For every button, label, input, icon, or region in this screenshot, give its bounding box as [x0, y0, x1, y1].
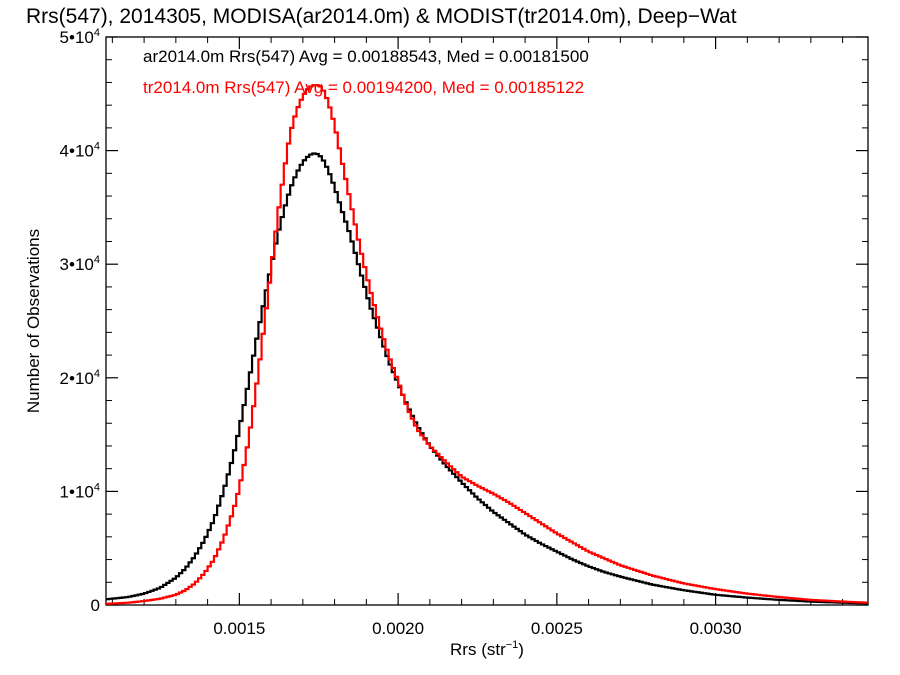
y-tick-label-base-3: 3•10 — [60, 255, 94, 274]
series-line-tr2014.0m — [106, 84, 868, 605]
y-tick-label-exp-5: 4 — [94, 27, 100, 39]
y-tick-label-4: 4•104 — [60, 141, 100, 161]
y-tick-label-exp-4: 4 — [94, 141, 100, 153]
y-tick-label-3: 3•104 — [60, 254, 100, 274]
x-axis-label-exponent: −1 — [506, 639, 519, 651]
y-tick-label-base-5: 5•10 — [60, 28, 94, 47]
x-tick-labels: 0.0015 0.0020 0.0025 0.0030 — [213, 619, 741, 638]
axis-ticks — [106, 36, 868, 606]
y-tick-label-base-1: 1•10 — [60, 482, 94, 501]
y-tick-label-5: 5•104 — [60, 27, 100, 47]
y-tick-label-2: 2•104 — [60, 368, 100, 388]
x-tick-label-3: 0.0030 — [690, 619, 742, 638]
series-layer — [106, 84, 868, 605]
plot-frame — [105, 36, 869, 606]
y-tick-label-0: 0 — [91, 596, 100, 615]
x-tick-label-1: 0.0020 — [372, 619, 424, 638]
y-axis-label: Number of Observations — [24, 229, 43, 413]
chart-title: Rrs(547), 2014305, MODISA(ar2014.0m) & M… — [26, 5, 737, 28]
y-tick-label-base-4: 4•10 — [60, 142, 94, 161]
y-tick-label-exp-2: 4 — [94, 368, 100, 380]
series-line-ar2014.0m — [106, 152, 868, 605]
y-tick-label-exp-3: 4 — [94, 254, 100, 266]
y-tick-label-base-0: 0 — [91, 596, 100, 615]
y-tick-label-1: 1•104 — [60, 481, 100, 501]
y-tick-label-exp-1: 4 — [94, 481, 100, 493]
y-tick-label-base-2: 2•10 — [60, 369, 94, 388]
x-tick-label-0: 0.0015 — [213, 619, 265, 638]
annotation-tr2014: tr2014.0m Rrs(547) Avg = 0.00194200, Med… — [143, 78, 584, 97]
annotation-ar2014: ar2014.0m Rrs(547) Avg = 0.00188543, Med… — [143, 47, 589, 66]
x-axis-label: Rrs (str−1) — [450, 639, 524, 659]
x-tick-label-2: 0.0025 — [531, 619, 583, 638]
x-axis-label-suffix: ) — [518, 640, 524, 659]
